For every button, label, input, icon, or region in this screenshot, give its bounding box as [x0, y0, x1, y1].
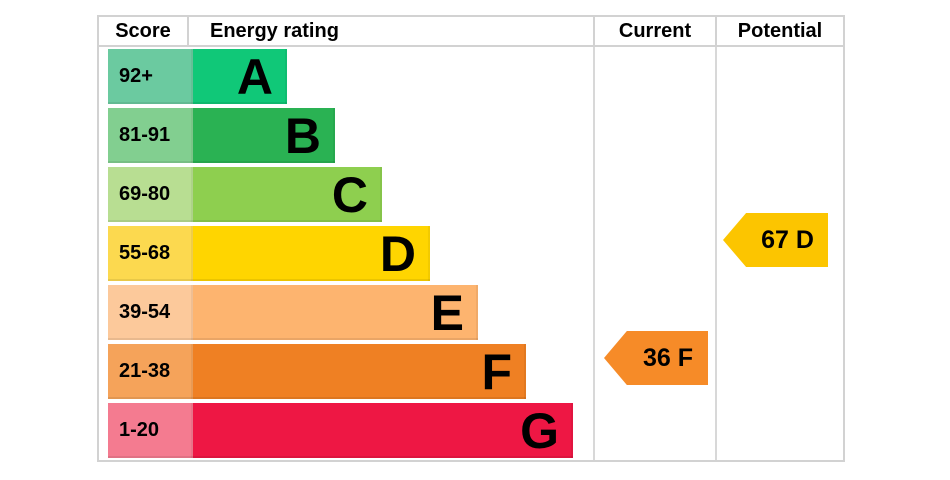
rating-bar-c: C [193, 167, 382, 223]
score-range-label: 69-80 [108, 167, 193, 222]
rating-bar-a: A [193, 49, 287, 105]
score-range-label: 92+ [108, 49, 193, 104]
band-row-c: 69-80 C [99, 165, 843, 224]
potential-rating-arrow: 67 D [723, 213, 828, 267]
band-row-a: 92+ A [99, 47, 843, 106]
rating-bar-d: D [193, 226, 430, 282]
energy-rating-table: Score Energy rating Current Potential 92… [97, 15, 845, 462]
band-row-f: 21-38 F [99, 342, 843, 401]
current-rating-arrow: 36 F [604, 331, 708, 385]
rating-bar-f: F [193, 344, 526, 400]
score-range-label: 1-20 [108, 403, 193, 458]
potential-column-divider [715, 47, 717, 460]
band-row-e: 39-54 E [99, 283, 843, 342]
rating-bar-e: E [193, 285, 478, 341]
score-range-label: 39-54 [108, 285, 193, 340]
rating-bar-b: B [193, 108, 335, 164]
current-column-divider [593, 47, 595, 460]
score-range-label: 55-68 [108, 226, 193, 281]
band-row-g: 1-20 G [99, 401, 843, 460]
table-header-row: Score Energy rating Current Potential [99, 17, 843, 47]
current-column-header: Current [593, 17, 715, 45]
score-column-header: Score [115, 20, 171, 42]
band-row-b: 81-91 B [99, 106, 843, 165]
band-row-d: 55-68 D [99, 224, 843, 283]
energy-rating-column-header: Energy rating [187, 17, 593, 45]
rating-bands-body: 92+ A 81-91 B 69-80 C 55-68 D 39-54 E 21-38 F 1-20 G … [99, 47, 843, 460]
score-range-label: 81-91 [108, 108, 193, 163]
score-range-label: 21-38 [108, 344, 193, 399]
rating-bar-g: G [193, 403, 573, 459]
potential-column-header: Potential [715, 17, 843, 45]
